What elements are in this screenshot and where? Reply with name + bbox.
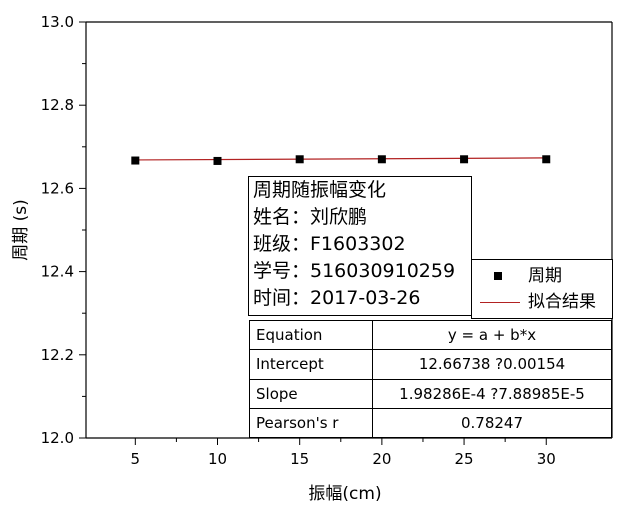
table-cell: 12.66738 ?0.00154 xyxy=(372,349,612,380)
info-date: 时间：2017-03-26 xyxy=(253,287,421,309)
data-point xyxy=(295,155,304,164)
info-title: 周期随振幅变化 xyxy=(253,179,387,201)
y-axis-title: 周期 (s) xyxy=(11,199,31,261)
table-row: Equation y = a + b*x xyxy=(249,319,612,351)
y-tick-label: 12.0 xyxy=(41,429,74,447)
legend-label: 周期 xyxy=(528,266,562,286)
data-point xyxy=(377,155,386,164)
y-tick-label: 12.4 xyxy=(41,263,74,281)
data-point xyxy=(542,155,551,164)
x-tick-label: 30 xyxy=(537,450,556,468)
table-cell: Slope xyxy=(249,378,373,409)
y-tick-label: 12.2 xyxy=(41,346,74,364)
fit-line xyxy=(135,157,547,161)
legend-item-period: 周期 xyxy=(472,264,612,290)
data-point xyxy=(213,156,222,165)
table-cell: Intercept xyxy=(249,349,373,380)
data-point xyxy=(131,156,140,165)
x-axis-title: 振幅(cm) xyxy=(308,484,381,504)
axes: 5 10 15 20 25 30 12.0 12.2 12.4 12.6 12.8 13.0 xyxy=(41,13,613,468)
y-tick-label: 12.6 xyxy=(41,179,74,197)
x-tick-label: 5 xyxy=(131,450,141,468)
legend-label: 拟合结果 xyxy=(528,292,596,312)
info-textbox: 周期随振幅变化 姓名：刘欣鹏 班级：F1603302 学号：5160309102… xyxy=(248,176,472,316)
info-class: 班级：F1603302 xyxy=(253,233,406,255)
table-row: Slope 1.98286E-4 ?7.88985E-5 xyxy=(249,378,612,409)
fit-results-table: Equation y = a + b*x Intercept 12.66738 … xyxy=(249,319,612,439)
table-cell: Equation xyxy=(249,319,373,351)
x-tick-label: 10 xyxy=(208,450,227,468)
legend: 周期 拟合结果 xyxy=(471,259,613,319)
y-tick-label: 12.8 xyxy=(41,96,74,114)
table-row: Intercept 12.66738 ?0.00154 xyxy=(249,349,612,380)
table-cell: 1.98286E-4 ?7.88985E-5 xyxy=(372,378,612,409)
table-row: Pearson's r 0.78247 xyxy=(249,407,612,439)
table-cell: 0.78247 xyxy=(372,407,612,439)
table-cell: y = a + b*x xyxy=(372,319,612,351)
line-icon xyxy=(480,302,520,303)
data-point xyxy=(460,155,469,164)
info-name: 姓名：刘欣鹏 xyxy=(253,206,368,228)
legend-item-fit: 拟合结果 xyxy=(472,290,612,316)
x-tick-label: 20 xyxy=(372,450,391,468)
chart-marks xyxy=(131,155,551,165)
x-tick-label: 15 xyxy=(290,450,309,468)
square-marker-icon xyxy=(494,272,502,280)
info-student-id: 学号：516030910259 xyxy=(253,260,456,282)
x-tick-label: 25 xyxy=(455,450,474,468)
y-tick-label: 13.0 xyxy=(41,13,74,31)
table-cell: Pearson's r xyxy=(249,407,373,439)
